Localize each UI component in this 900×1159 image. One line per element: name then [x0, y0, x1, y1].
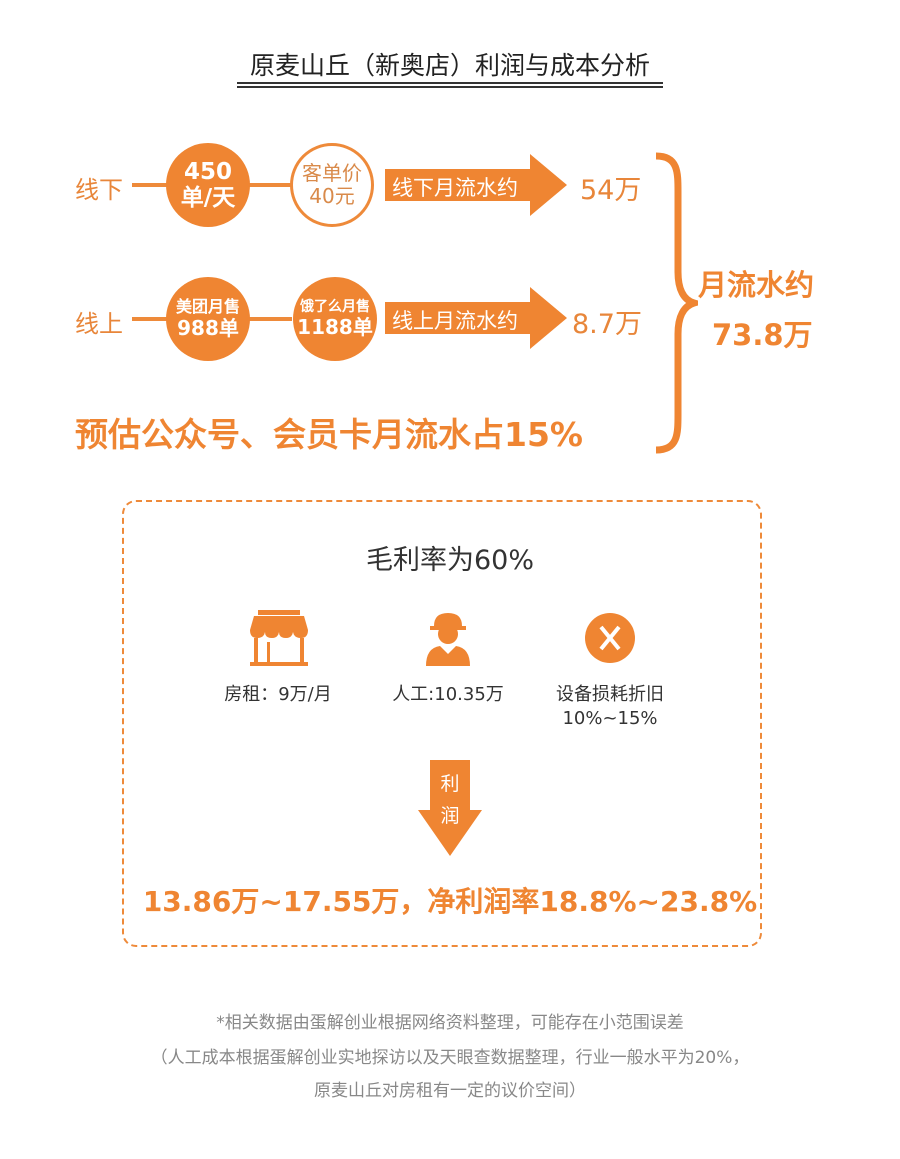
rent-label: 房租：9万/月 [224, 684, 332, 705]
online-arrow-label: 线上月流水约 [392, 309, 518, 333]
estimate-text: 预估公众号、会员卡月流水占15% [75, 415, 583, 454]
profit-arrow-char: 利 [440, 773, 460, 795]
orders-unit: 单/天 [180, 185, 236, 211]
brace-icon [655, 152, 698, 454]
online-label: 线上 [75, 310, 123, 338]
total-label: 月流水约 [698, 268, 815, 302]
depreciation-value: 10%~15% [562, 708, 658, 729]
meituan-label: 美团月售 [175, 297, 240, 317]
worker-icon [426, 613, 470, 666]
eleme-value: 1188单 [297, 314, 373, 339]
orders-value: 450 [183, 158, 232, 185]
profit-arrow-char: 润 [440, 805, 460, 827]
offline-arrow [385, 154, 567, 216]
depreciation-label: 设备损耗折旧 [556, 684, 664, 705]
footnote: 原麦山丘对房租有一定的议价空间） [314, 1081, 586, 1101]
offline-arrow-label: 线下月流水约 [392, 176, 518, 200]
offline-value: 54万 [580, 175, 642, 206]
page-title: 原麦山丘（新奥店）利润与成本分析 [249, 51, 650, 80]
price-value: 40元 [309, 184, 355, 208]
title-underline [237, 82, 663, 84]
price-label: 客单价 [302, 161, 362, 185]
orders-per-day-circle: 450 单/天 [166, 143, 250, 227]
online-arrow [385, 287, 567, 349]
price-circle: 客单价 40元 [290, 143, 374, 227]
cost-box [122, 500, 762, 947]
footnote: （人工成本根据蛋解创业实地探访以及天眼查数据整理，行业一般水平为20%， [150, 1048, 750, 1068]
eleme-label: 饿了么月售 [300, 299, 370, 316]
footnote: *相关数据由蛋解创业根据网络资料整理，可能存在小范围误差 [216, 1013, 684, 1033]
online-value: 8.7万 [572, 309, 642, 340]
labor-label: 人工:10.35万 [392, 684, 504, 705]
offline-label: 线下 [75, 176, 123, 204]
gross-margin: 毛利率为60% [365, 545, 534, 576]
total-value: 73.8万 [712, 318, 813, 352]
title-underline [237, 86, 663, 88]
x-circle-icon [585, 613, 635, 663]
meituan-circle: 美团月售 988单 [166, 277, 250, 361]
profit-text: 13.86万~17.55万，净利润率18.8%~23.8% [142, 885, 758, 918]
profit-down-arrow [418, 760, 482, 856]
meituan-value: 988单 [177, 315, 239, 340]
store-icon [250, 610, 308, 666]
profit-arrow-label: 利润 [418, 768, 482, 832]
eleme-circle: 饿了么月售 1188单 [293, 277, 377, 361]
